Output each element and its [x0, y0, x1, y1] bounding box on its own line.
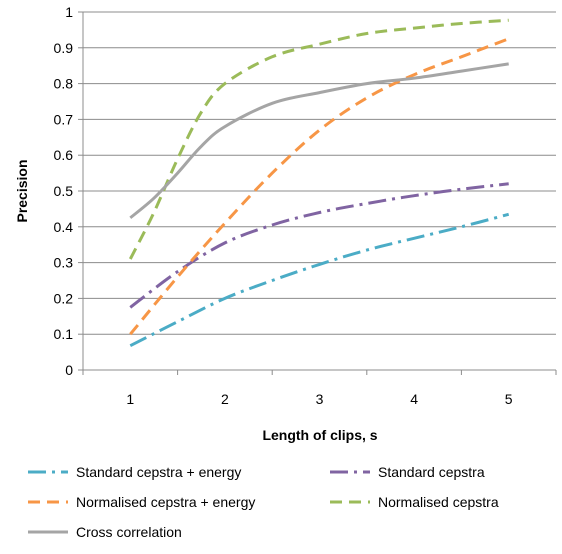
y-tick-label: 0	[65, 362, 73, 378]
y-tick-label: 0.5	[54, 183, 74, 199]
y-tick-label: 0.9	[54, 40, 74, 56]
x-tick-label: 5	[505, 391, 513, 407]
series-line-normalised-cepstra	[128, 18, 509, 260]
legend-label-standard-cepstra-energy: Standard cepstra + energy	[76, 464, 241, 480]
y-tick-labels: 0 0.1 0.2 0.3 0.4 0.5 0.6 0.7 0.8 0.9 1	[54, 4, 83, 378]
series-lines	[128, 18, 510, 348]
legend-label-normalised-cepstra: Normalised cepstra	[378, 494, 499, 510]
legend-label-normalised-cepstra-energy: Normalised cepstra + energy	[76, 494, 255, 510]
x-tick-label: 3	[316, 391, 324, 407]
x-tick-label: 4	[410, 391, 418, 407]
legend: Standard cepstra + energy Standard cepstr…	[28, 464, 499, 540]
legend-label-standard-cepstra: Standard cepstra	[378, 464, 485, 480]
y-tick-label: 0.2	[54, 290, 74, 306]
x-tick-labels: 1 2 3 4 5	[82, 370, 557, 407]
y-tick-label: 0.1	[54, 326, 74, 342]
y-tick-label: 0.3	[54, 255, 74, 271]
y-tick-label: 0.4	[54, 219, 74, 235]
x-tick-label: 1	[126, 391, 134, 407]
series-line-normalised-cepstra-energy	[129, 37, 510, 336]
y-tick-label: 0.7	[54, 111, 74, 127]
series-line-standard-cepstra-energy	[129, 212, 510, 348]
y-tick-label: 0.8	[54, 76, 74, 92]
y-tick-label: 0.6	[54, 147, 74, 163]
x-axis-title: Length of clips, s	[262, 427, 377, 443]
x-tick-label: 2	[221, 391, 229, 407]
y-axis-title: Precision	[14, 159, 30, 222]
gridlines	[83, 11, 556, 335]
legend-label-cross-correlation: Cross correlation	[76, 524, 182, 540]
y-tick-label: 1	[65, 4, 73, 20]
series-line-standard-cepstra	[129, 182, 509, 309]
series-line-cross-correlation	[129, 62, 509, 219]
